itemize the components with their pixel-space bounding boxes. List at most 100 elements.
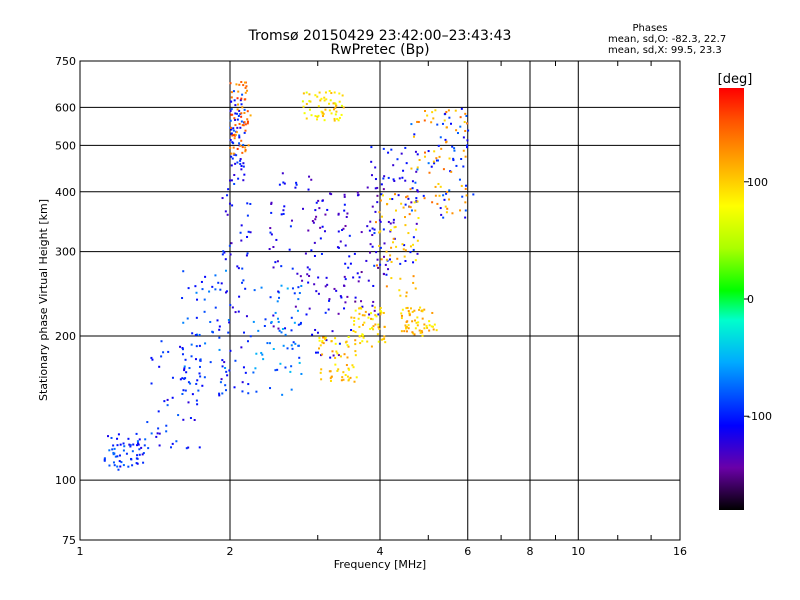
echo-point-o [185, 447, 188, 450]
echo-point-o [369, 243, 372, 246]
echo-point-x [335, 110, 338, 113]
echo-point-x [318, 347, 321, 350]
echo-point-x [413, 333, 416, 336]
echo-point-x [423, 327, 426, 330]
echo-point-x [320, 378, 323, 381]
echo-point-o [171, 376, 174, 379]
echo-point-o [379, 263, 382, 266]
echo-point-o [229, 253, 232, 256]
echo-point-o [214, 288, 217, 291]
echo-point-o [247, 383, 250, 386]
echo-point-o [218, 392, 221, 395]
echo-point-x [414, 327, 417, 330]
echo-point-o [456, 132, 459, 135]
y-tick-label: 75 [62, 534, 76, 547]
echo-point-x [330, 375, 333, 378]
echo-point-o [272, 266, 275, 269]
y-tick-label: 300 [55, 246, 76, 259]
echo-point-x [455, 129, 458, 132]
echo-point-x [376, 333, 379, 336]
y-tick-label: 500 [55, 139, 76, 152]
echo-point-x [372, 325, 375, 328]
echo-point-x [413, 201, 416, 204]
echo-point-x [249, 114, 252, 117]
echo-point-x [333, 102, 336, 105]
echo-point-x [421, 309, 424, 312]
echo-point-x [373, 306, 376, 309]
echo-point-x [432, 328, 435, 331]
echo-point-x [349, 376, 352, 379]
echo-point-o [199, 359, 202, 362]
echo-point-o [427, 150, 430, 153]
echo-point-o [329, 192, 332, 195]
echo-point-x [342, 378, 345, 381]
echo-point-x [393, 226, 396, 229]
echo-point-o [166, 398, 169, 401]
echo-point-o [347, 266, 350, 269]
echo-point-o [218, 394, 221, 397]
echo-point-x [401, 308, 404, 311]
echo-point-o [151, 358, 154, 361]
echo-point-o [360, 231, 363, 234]
echo-point-x [405, 291, 408, 294]
echo-point-o [465, 184, 468, 187]
echo-point-x [454, 109, 457, 112]
echo-point-o [231, 141, 234, 144]
echo-point-o [230, 132, 233, 135]
echo-point-x [399, 277, 402, 280]
echo-point-o [398, 177, 401, 180]
echo-point-x [394, 225, 397, 228]
echo-point-x [244, 146, 247, 149]
echo-point-x [330, 340, 333, 343]
echo-point-x [358, 312, 361, 315]
echo-point-o [183, 367, 186, 370]
echo-point-x [434, 194, 437, 197]
echo-point-o [252, 320, 255, 323]
echo-point-x [232, 152, 235, 155]
echo-point-o [227, 318, 230, 321]
echo-point-x [324, 338, 327, 341]
echo-point-o [460, 107, 463, 110]
echo-point-o [241, 93, 244, 96]
echo-point-o [310, 178, 313, 181]
echo-point-x [241, 106, 244, 109]
echo-point-o [194, 285, 197, 288]
echo-point-o [341, 228, 344, 231]
echo-point-x [412, 275, 415, 278]
echo-point-o [404, 203, 407, 206]
echo-point-o [297, 286, 300, 289]
echo-point-x [335, 350, 338, 353]
echo-point-x [445, 140, 448, 143]
echo-point-x [314, 94, 317, 97]
echo-point-o [290, 219, 293, 222]
echo-point-o [316, 331, 319, 334]
echo-point-x [379, 199, 382, 202]
echo-point-x [414, 209, 417, 212]
echo-point-o [200, 280, 203, 283]
echo-point-o [370, 174, 373, 177]
echo-point-x [231, 134, 234, 137]
echo-point-x [386, 202, 389, 205]
echo-point-x [377, 326, 380, 329]
echo-point-x [443, 119, 446, 122]
echo-point-o [136, 444, 139, 447]
echo-point-x [329, 377, 332, 380]
echo-point-x [354, 339, 357, 342]
y-tick-label: 750 [55, 55, 76, 68]
echo-point-o [263, 325, 266, 328]
echo-point-o [239, 231, 242, 234]
echo-point-o [387, 268, 390, 271]
echo-point-o [117, 468, 120, 471]
echo-point-x [418, 308, 421, 311]
echo-point-x [438, 194, 441, 197]
echo-point-x [361, 314, 364, 317]
echo-point-o [314, 328, 317, 331]
echo-point-o [197, 389, 200, 392]
echo-point-o [244, 287, 247, 290]
echo-point-o [236, 161, 239, 164]
echo-point-x [423, 197, 426, 200]
echo-point-x [389, 254, 392, 257]
y-tick-label: 100 [55, 474, 76, 487]
echo-point-x [384, 341, 387, 344]
echo-point-o [464, 216, 467, 219]
